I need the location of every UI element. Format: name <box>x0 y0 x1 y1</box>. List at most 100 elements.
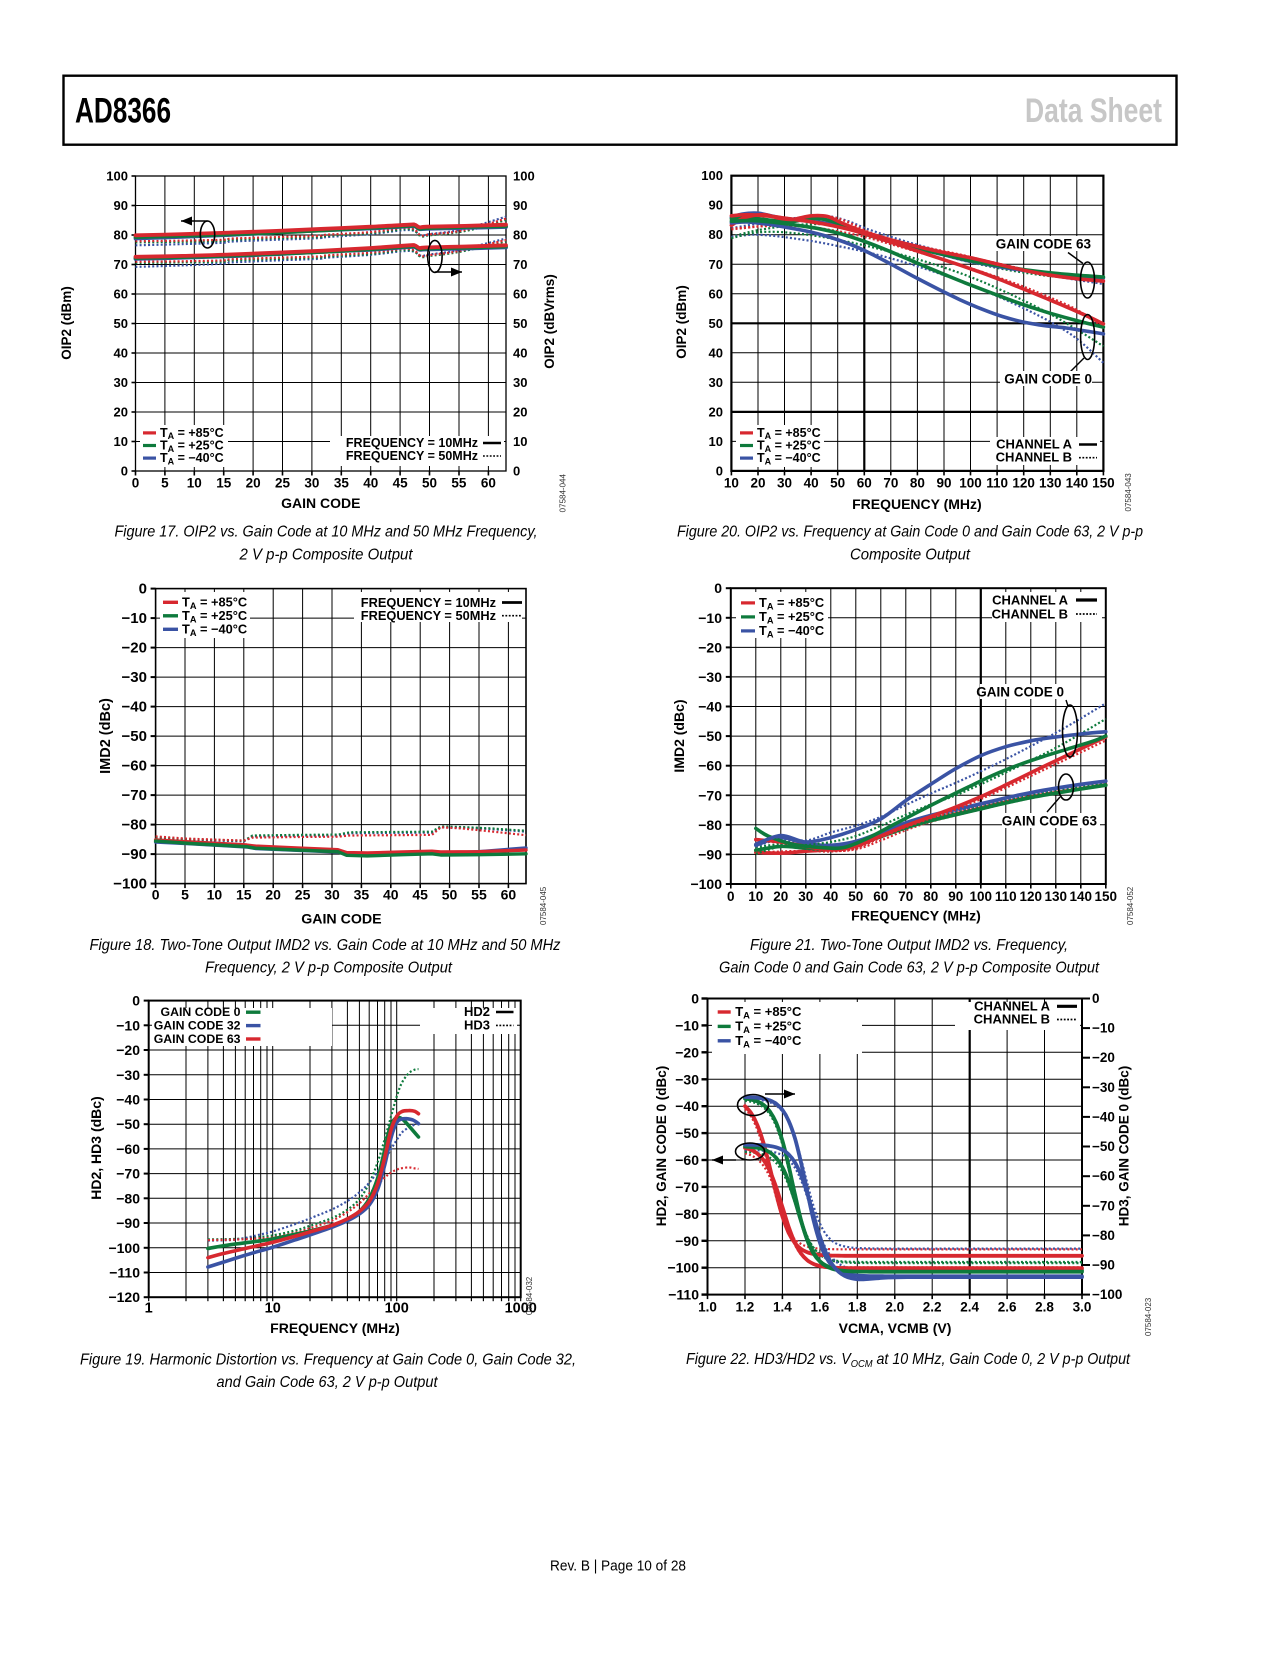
svg-text:100: 100 <box>970 889 993 904</box>
svg-text:110: 110 <box>986 475 1008 490</box>
svg-text:Gain Code 0 and Gain Code 63,: Gain Code 0 and Gain Code 63, 2 V p-p Co… <box>719 960 1100 977</box>
svg-text:90: 90 <box>948 889 963 904</box>
svg-text:−30: −30 <box>698 669 722 685</box>
svg-text:15: 15 <box>236 886 252 902</box>
svg-text:35: 35 <box>334 475 350 490</box>
svg-text:150: 150 <box>1092 475 1115 490</box>
svg-text:and Gain Code 63, 2 V p-p Outp: and Gain Code 63, 2 V p-p Output <box>217 1374 439 1391</box>
svg-text:−90: −90 <box>698 846 722 862</box>
svg-text:50: 50 <box>442 886 458 902</box>
svg-text:CHANNEL B: CHANNEL B <box>992 607 1068 622</box>
svg-text:100: 100 <box>513 169 535 184</box>
svg-text:10: 10 <box>748 889 763 904</box>
svg-text:−60: −60 <box>122 758 147 775</box>
svg-text:150: 150 <box>1095 889 1118 904</box>
svg-text:90: 90 <box>936 475 951 490</box>
svg-text:80: 80 <box>114 228 128 243</box>
svg-text:−70: −70 <box>116 1166 140 1182</box>
svg-text:GAIN CODE 63: GAIN CODE 63 <box>154 1032 241 1046</box>
svg-text:HD3, GAIN CODE 0 (dBc): HD3, GAIN CODE 0 (dBc) <box>1117 1066 1132 1227</box>
svg-text:−50: −50 <box>116 1116 140 1132</box>
svg-text:GAIN CODE 63: GAIN CODE 63 <box>1002 814 1098 829</box>
svg-text:TA = +85°C: TA = +85°C <box>160 426 224 441</box>
svg-text:CHANNEL A: CHANNEL A <box>974 999 1050 1014</box>
svg-text:70: 70 <box>883 475 898 490</box>
svg-text:−90: −90 <box>122 846 147 863</box>
svg-text:−60: −60 <box>698 758 722 774</box>
svg-text:−40: −40 <box>698 699 722 715</box>
svg-text:TA = +85°C: TA = +85°C <box>735 1004 802 1020</box>
svg-text:25: 25 <box>275 475 291 490</box>
svg-text:−100: −100 <box>667 1260 699 1276</box>
svg-text:1.2: 1.2 <box>736 1300 755 1315</box>
svg-text:−80: −80 <box>1092 1228 1115 1243</box>
svg-text:0: 0 <box>152 886 160 902</box>
svg-text:10: 10 <box>207 886 223 902</box>
svg-text:100: 100 <box>106 169 128 184</box>
svg-text:25: 25 <box>295 886 311 902</box>
svg-text:1.8: 1.8 <box>848 1300 867 1315</box>
svg-text:20: 20 <box>513 405 527 420</box>
svg-text:10: 10 <box>114 434 128 449</box>
svg-text:−70: −70 <box>698 787 722 803</box>
svg-text:OIP2 (dBm): OIP2 (dBm) <box>59 286 74 360</box>
svg-text:40: 40 <box>823 889 838 904</box>
svg-text:70: 70 <box>898 889 913 904</box>
svg-text:40: 40 <box>363 475 378 490</box>
svg-text:Rev. B | Page 10 of 28: Rev. B | Page 10 of 28 <box>550 1558 686 1574</box>
svg-text:1.4: 1.4 <box>773 1300 792 1315</box>
svg-text:−70: −70 <box>675 1179 699 1195</box>
svg-text:1.0: 1.0 <box>698 1300 717 1315</box>
svg-text:50: 50 <box>709 316 723 331</box>
svg-text:−10: −10 <box>675 1017 699 1033</box>
svg-text:110: 110 <box>995 889 1017 904</box>
svg-text:−50: −50 <box>698 728 722 744</box>
svg-text:90: 90 <box>114 198 128 213</box>
svg-text:−110: −110 <box>668 1287 699 1303</box>
svg-text:0: 0 <box>714 580 722 596</box>
svg-text:10: 10 <box>265 1300 281 1316</box>
svg-text:TA = +25°C: TA = +25°C <box>757 439 821 454</box>
svg-text:−10: −10 <box>1092 1021 1115 1036</box>
svg-text:TA = −40°C: TA = −40°C <box>735 1033 802 1049</box>
svg-text:80: 80 <box>709 227 723 242</box>
svg-text:HD2, HD3 (dBc): HD2, HD3 (dBc) <box>88 1096 104 1199</box>
svg-text:30: 30 <box>114 375 128 390</box>
svg-text:40: 40 <box>513 346 527 361</box>
svg-text:35: 35 <box>354 886 370 902</box>
svg-text:50: 50 <box>830 475 845 490</box>
svg-text:TA = +85°C: TA = +85°C <box>757 426 821 441</box>
svg-text:2.0: 2.0 <box>885 1300 904 1315</box>
svg-text:−40: −40 <box>675 1098 699 1114</box>
svg-text:−30: −30 <box>1092 1080 1115 1095</box>
svg-text:−110: −110 <box>109 1264 140 1280</box>
svg-text:40: 40 <box>114 346 128 361</box>
svg-text:10: 10 <box>724 475 739 490</box>
svg-text:2.2: 2.2 <box>923 1300 942 1315</box>
svg-text:55: 55 <box>471 886 487 902</box>
svg-text:−50: −50 <box>122 728 147 745</box>
svg-text:GAIN CODE 0: GAIN CODE 0 <box>161 1005 241 1019</box>
svg-text:−20: −20 <box>116 1042 140 1058</box>
svg-text:07584-023: 07584-023 <box>1144 1297 1153 1336</box>
svg-text:130: 130 <box>1045 889 1068 904</box>
svg-text:20: 20 <box>114 405 128 420</box>
svg-text:GAIN CODE 0: GAIN CODE 0 <box>976 685 1064 700</box>
svg-text:55: 55 <box>451 475 467 490</box>
svg-text:TA = −40°C: TA = −40°C <box>757 451 821 466</box>
svg-text:TA = +25°C: TA = +25°C <box>160 439 224 454</box>
svg-text:20: 20 <box>709 404 723 419</box>
svg-text:30: 30 <box>798 889 813 904</box>
svg-text:1000: 1000 <box>505 1300 537 1316</box>
svg-text:−80: −80 <box>116 1190 140 1206</box>
svg-text:−60: −60 <box>1092 1169 1115 1184</box>
svg-text:−20: −20 <box>122 640 147 657</box>
svg-text:0: 0 <box>132 475 140 490</box>
svg-text:40: 40 <box>709 345 723 360</box>
svg-text:50: 50 <box>848 889 863 904</box>
svg-text:−90: −90 <box>116 1215 140 1231</box>
svg-text:07584-043: 07584-043 <box>1124 473 1133 512</box>
svg-text:50: 50 <box>114 316 128 331</box>
svg-text:30: 30 <box>777 475 792 490</box>
svg-text:−80: −80 <box>675 1206 699 1222</box>
